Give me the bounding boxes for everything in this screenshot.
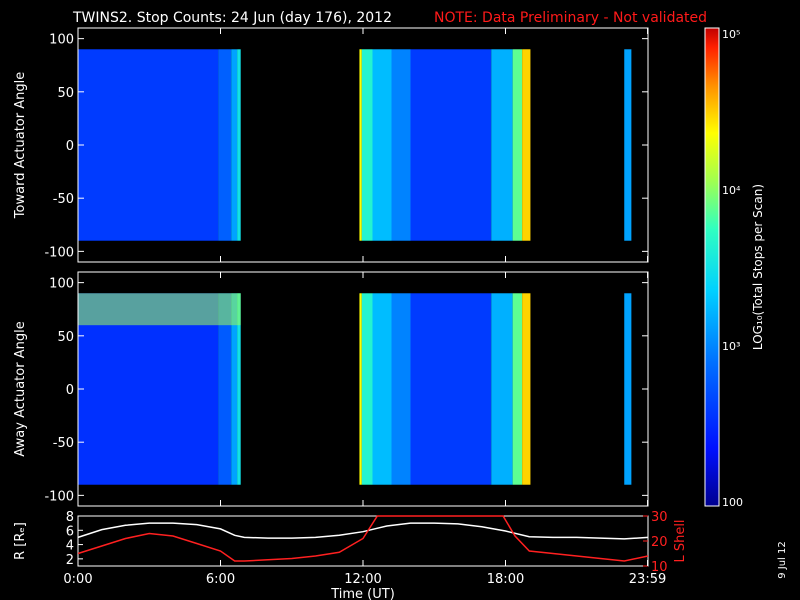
- plot-title: TWINS2. Stop Counts: 24 Jun (day 176), 2…: [72, 10, 392, 26]
- colorbar: 10⁵ 10⁴ 10³ 100 LOG₁₀(Total Stops per Sc…: [704, 27, 765, 509]
- left-y-tick-label: 8: [66, 510, 74, 525]
- colorbar-tick-label: 10³: [722, 340, 740, 353]
- y-axis-label: Toward Actuator Angle: [13, 72, 28, 219]
- heatmap-strip: [359, 293, 362, 485]
- r-distance-line: [77, 522, 649, 540]
- away-angle-panel: 100 50 0 -50 -100 Away Actuator Angle: [13, 271, 649, 507]
- preliminary-note: NOTE: Data Preliminary - Not validated: [434, 10, 707, 26]
- y-tick-label: 100: [49, 277, 74, 292]
- heatmap-strip: [512, 293, 523, 485]
- toward-angle-panel: 100 50 0 -50 -100 Toward Actuator Angle: [13, 27, 649, 263]
- y-tick-label: 100: [49, 33, 74, 48]
- colorbar-tick-label: 100: [722, 496, 743, 509]
- x-tick-label: 23:59: [629, 572, 666, 587]
- colorbar-tick-label: 10⁴: [722, 184, 741, 197]
- heatmap-strip: [410, 49, 492, 241]
- left-axis-label: R [Rₑ]: [13, 522, 28, 560]
- colorbar-label: LOG₁₀(Total Stops per Scan): [751, 184, 765, 350]
- y-tick-label: -100: [44, 489, 74, 504]
- heatmap-strip: [491, 49, 513, 241]
- y-tick-label: -50: [53, 192, 74, 207]
- heatmap-strip: [372, 49, 392, 241]
- x-tick-label: 18:00: [487, 572, 524, 587]
- right-axis-label: L Shell: [673, 519, 688, 562]
- x-axis-label: Time (UT): [330, 587, 395, 600]
- heatmap-strip: [361, 49, 373, 241]
- heatmap-strip: [359, 49, 362, 241]
- heatmap-strip: [624, 49, 632, 241]
- heatmap-strip: [78, 49, 219, 241]
- heatmap-strip: [522, 49, 531, 241]
- heatmap-strip: [237, 293, 241, 485]
- heatmap-strip: [361, 293, 373, 485]
- y-tick-label: -50: [53, 436, 74, 451]
- plot-frame: [77, 515, 649, 567]
- heatmap-strip: [218, 293, 232, 485]
- y-tick-label: -100: [44, 245, 74, 260]
- right-y-tick-label: 20: [651, 535, 668, 550]
- heatmap-high-band: [78, 293, 241, 326]
- y-axis-label: Away Actuator Angle: [13, 321, 28, 456]
- heatmap-strip: [391, 49, 411, 241]
- y-tick-label: 0: [66, 139, 74, 154]
- x-tick-label: 12:00: [344, 572, 381, 587]
- right-y-tick-label: 10: [651, 560, 668, 575]
- left-y-tick-label: 6: [66, 524, 74, 539]
- heatmap-strip: [512, 49, 523, 241]
- heatmap-strip: [624, 293, 632, 485]
- heatmap-strip: [491, 293, 513, 485]
- x-tick-label: 6:00: [206, 572, 235, 587]
- colorbar-scale: [704, 27, 720, 507]
- l-shell-line: [77, 515, 649, 562]
- y-tick-label: 50: [57, 330, 74, 345]
- left-y-tick-label: 2: [66, 553, 74, 568]
- heatmap-strip: [522, 293, 531, 485]
- heatmap-strip: [218, 49, 232, 241]
- heatmap-strip: [391, 293, 411, 485]
- colorbar-tick-label: 10⁵: [722, 28, 740, 41]
- y-tick-label: 50: [57, 86, 74, 101]
- heatmap-strip: [372, 293, 392, 485]
- heatmap-strip: [231, 293, 238, 485]
- heatmap-strip: [231, 49, 238, 241]
- right-y-tick-label: 30: [651, 510, 668, 525]
- left-y-tick-label: 4: [66, 539, 74, 554]
- y-tick-label: 0: [66, 383, 74, 398]
- heatmap-strip: [410, 293, 492, 485]
- heatmap-strip: [237, 49, 241, 241]
- x-tick-label: 0:00: [63, 572, 92, 587]
- date-stamp: 9 Jul 12: [777, 541, 788, 579]
